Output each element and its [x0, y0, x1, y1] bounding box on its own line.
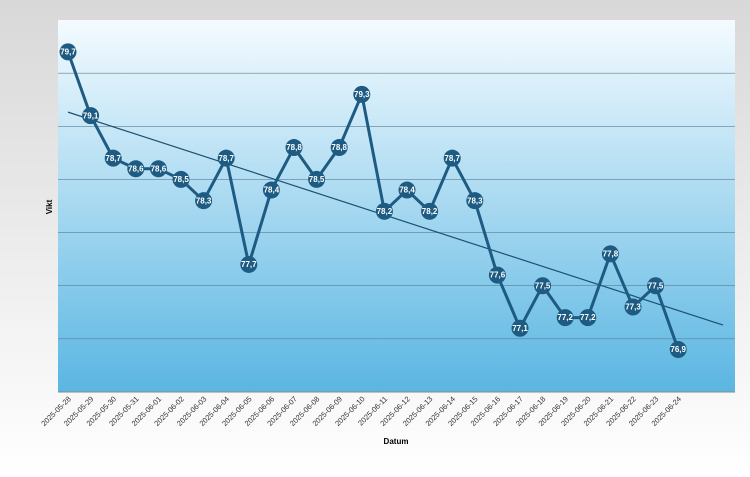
data-point	[466, 192, 484, 210]
data-point	[308, 170, 326, 188]
data-label: 78,2	[422, 207, 438, 216]
data-point	[511, 319, 529, 337]
data-label: 78,6	[151, 164, 167, 173]
data-label: 77,3	[625, 303, 641, 312]
data-label: 77,2	[580, 313, 596, 322]
data-point	[601, 245, 619, 263]
y-axis-label: Vikt	[45, 199, 54, 214]
data-label: 77,5	[648, 281, 664, 290]
data-label: 77,6	[490, 271, 506, 280]
data-point	[285, 139, 303, 157]
data-point	[149, 160, 167, 178]
data-point	[59, 43, 77, 61]
data-point	[443, 149, 461, 167]
data-point	[195, 192, 213, 210]
data-point	[127, 160, 145, 178]
data-point	[669, 340, 687, 358]
data-point	[421, 202, 439, 220]
data-point	[647, 277, 665, 295]
trendline	[67, 111, 724, 326]
data-label: 78,4	[399, 186, 415, 195]
data-label: 78,7	[218, 154, 234, 163]
data-point	[104, 149, 122, 167]
x-axis-label: Datum	[384, 437, 409, 446]
data-label: 78,4	[264, 186, 280, 195]
data-label: 79,1	[83, 111, 99, 120]
data-label: 77,8	[603, 249, 619, 258]
data-label: 79,7	[60, 47, 76, 56]
data-label: 77,2	[557, 313, 573, 322]
data-label: 77,1	[512, 324, 528, 333]
data-label: 78,3	[467, 196, 483, 205]
data-point	[240, 255, 258, 273]
data-label: 78,7	[105, 154, 121, 163]
data-label: 78,3	[196, 196, 212, 205]
data-point	[579, 309, 597, 327]
data-label: 78,7	[444, 154, 460, 163]
data-point	[534, 277, 552, 295]
data-label: 78,6	[128, 164, 144, 173]
data-point	[262, 181, 280, 199]
data-label: 78,5	[309, 175, 325, 184]
data-label: 79,3	[354, 90, 370, 99]
data-label: 78,8	[286, 143, 302, 152]
data-point	[556, 309, 574, 327]
data-label: 77,5	[535, 281, 551, 290]
data-label: 78,5	[173, 175, 189, 184]
data-label: 77,7	[241, 260, 257, 269]
data-point	[353, 85, 371, 103]
data-point	[217, 149, 235, 167]
data-point	[375, 202, 393, 220]
data-point	[488, 266, 506, 284]
data-label: 76,9	[670, 345, 686, 354]
data-point	[330, 139, 348, 157]
data-point	[82, 107, 100, 125]
data-label: 78,8	[331, 143, 347, 152]
data-line	[66, 51, 680, 350]
plot-area	[58, 20, 735, 392]
data-point	[172, 170, 190, 188]
data-point	[624, 298, 642, 316]
data-point	[398, 181, 416, 199]
data-label: 78,2	[377, 207, 393, 216]
